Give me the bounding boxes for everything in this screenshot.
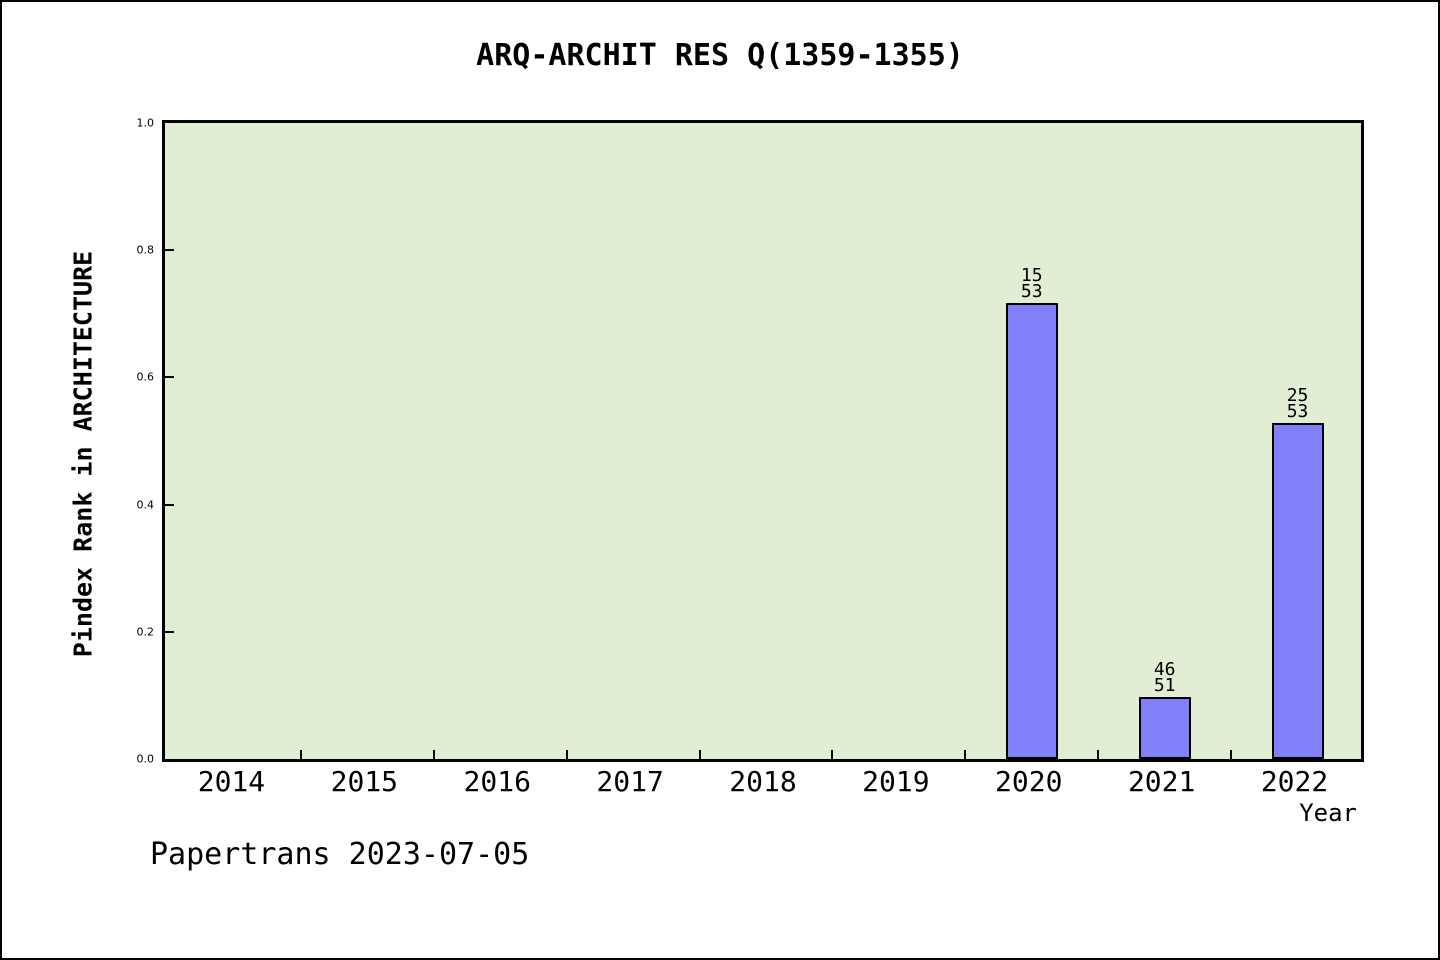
x-tick-label: 2021 <box>1127 765 1196 798</box>
x-tick-mark <box>565 750 568 759</box>
y-tick-mark <box>165 249 174 252</box>
x-tick-mark <box>1230 750 1233 759</box>
x-tick-mark <box>299 750 302 759</box>
x-tick-label: 2015 <box>330 765 399 798</box>
x-tick-mark <box>1097 750 1100 759</box>
x-tick-mark <box>432 750 435 759</box>
x-tick-label: 2020 <box>995 765 1063 798</box>
y-tick-mark <box>165 376 174 379</box>
x-axis-label: Year <box>1299 799 1357 827</box>
x-tick-label: 2014 <box>197 765 266 798</box>
y-tick-label: 0.6 <box>136 370 155 384</box>
x-tick-label: 2022 <box>1260 765 1329 798</box>
y-tick-label: 0.0 <box>136 752 155 766</box>
bar-label: 25 53 <box>1286 385 1309 422</box>
y-tick-label: 0.2 <box>136 625 155 639</box>
footer-text: Papertrans 2023-07-05 <box>150 837 530 872</box>
bar-label: 46 51 <box>1153 659 1176 696</box>
bar-label: 15 53 <box>1020 265 1043 302</box>
x-tick-mark <box>964 750 967 759</box>
y-tick-label: 1.0 <box>136 116 155 130</box>
bar <box>1139 697 1191 759</box>
y-tick-mark <box>165 503 174 506</box>
chart-title: ARQ-ARCHIT RES Q(1359-1355) <box>476 38 964 73</box>
bar <box>1272 423 1324 759</box>
x-tick-mark <box>831 750 834 759</box>
y-tick-label: 0.4 <box>136 498 155 512</box>
y-axis-label: Pindex Rank in ARCHITECTURE <box>68 250 98 658</box>
y-tick-mark <box>165 630 174 633</box>
y-tick-label: 0.8 <box>136 243 155 257</box>
x-tick-mark <box>698 750 701 759</box>
plot-area: 15 53 46 51 25 53 <box>162 120 1364 762</box>
x-tick-label: 2019 <box>862 765 930 798</box>
x-tick-label: 2017 <box>596 765 664 798</box>
x-tick-label: 2016 <box>463 765 531 798</box>
bar <box>1006 303 1058 759</box>
x-tick-label: 2018 <box>729 765 797 798</box>
